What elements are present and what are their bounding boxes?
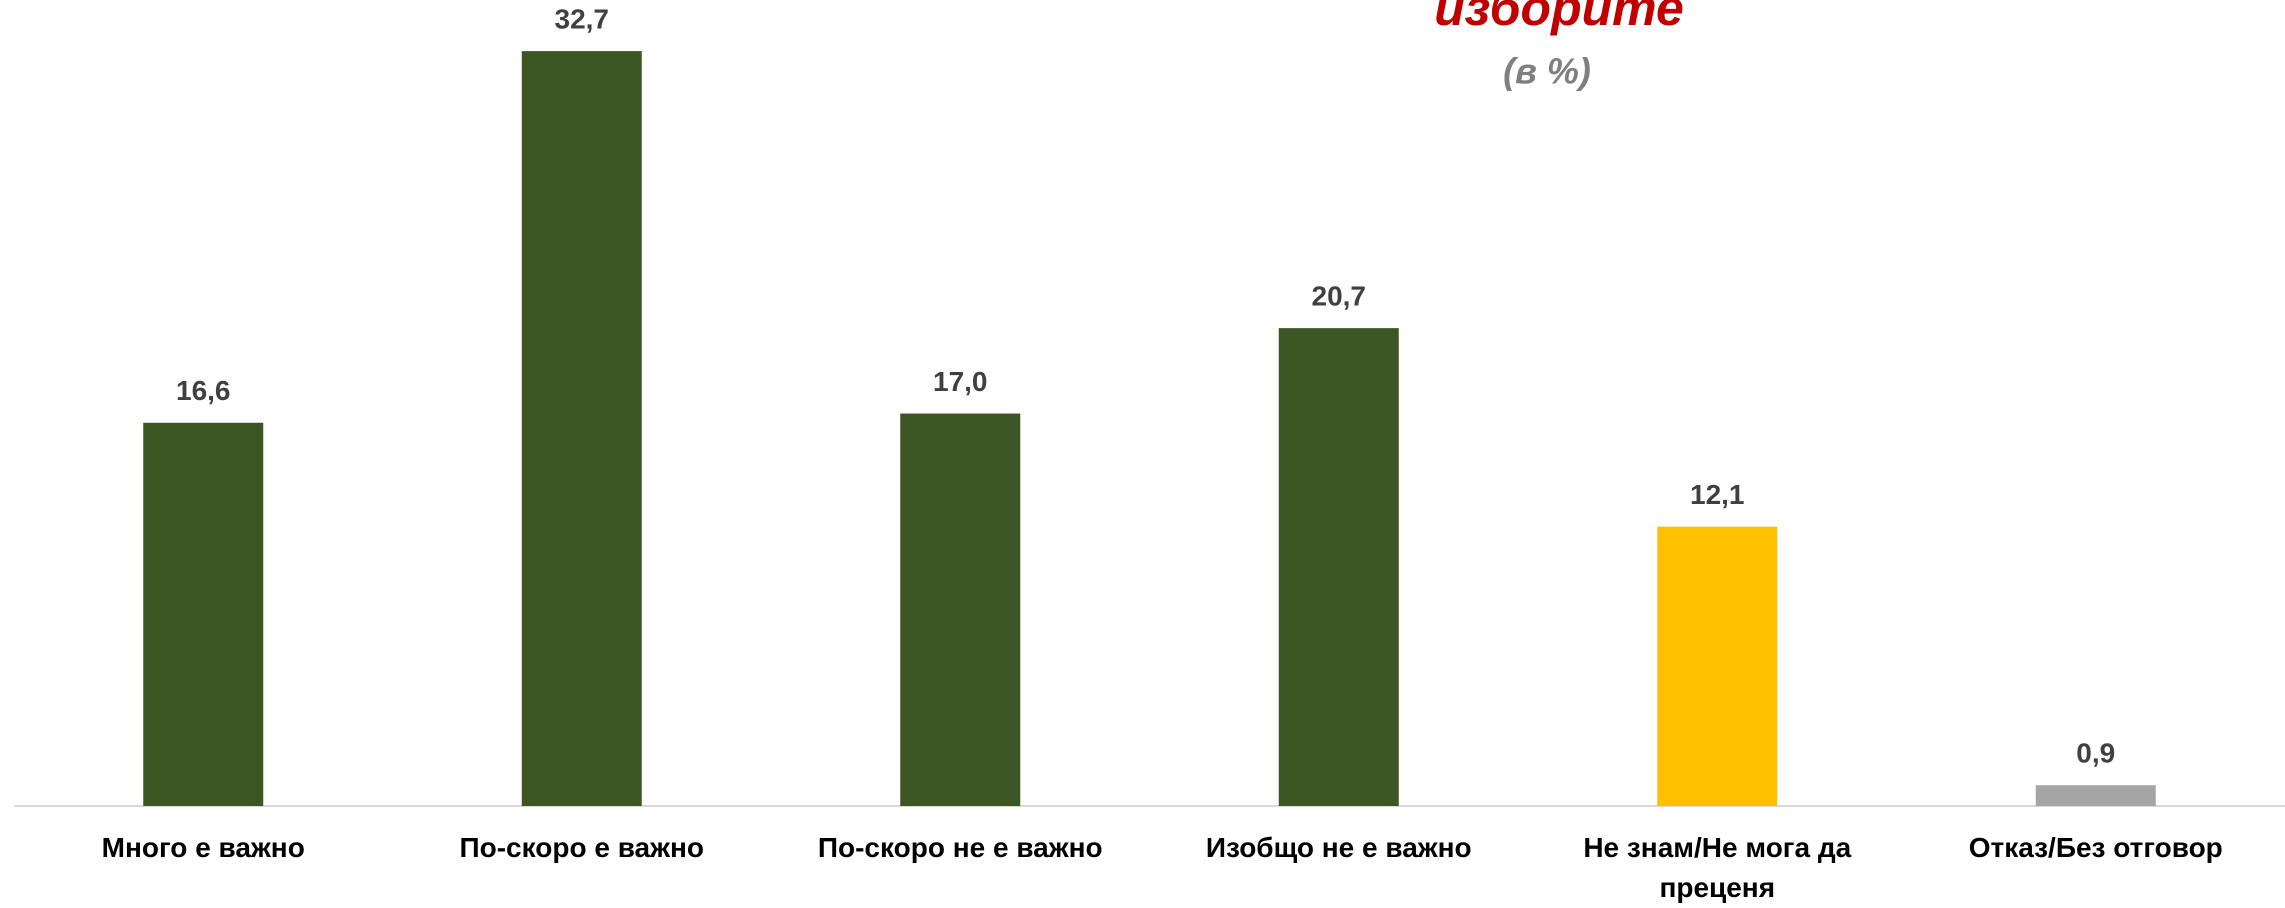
bar [1657, 526, 1778, 806]
chart-subtitle: (в %) [1503, 51, 1591, 92]
x-tick-label: Много е важно [101, 832, 305, 863]
value-label: 12,1 [1690, 479, 1745, 510]
bar [521, 51, 642, 806]
bar [143, 422, 264, 806]
value-label: 16,6 [176, 375, 231, 406]
value-label: 20,7 [1312, 281, 1367, 312]
bar [900, 413, 1021, 806]
bar [2035, 785, 2156, 806]
chart-title: изборите [1434, 0, 1684, 36]
bar [1278, 328, 1399, 806]
value-label: 0,9 [2076, 738, 2115, 769]
x-tick-label: По-скоро не е важно [817, 832, 1103, 863]
value-label: 17,0 [933, 366, 988, 397]
value-label: 32,7 [555, 3, 610, 34]
x-tick-label: Отказ/Без отговор [1968, 832, 2223, 863]
x-tick-label: Не знам/Не мога да преценя [1583, 832, 1852, 903]
x-tick-label: По-скоро е важно [459, 832, 705, 863]
x-tick-label: Изобщо не е важно [1205, 832, 1472, 863]
